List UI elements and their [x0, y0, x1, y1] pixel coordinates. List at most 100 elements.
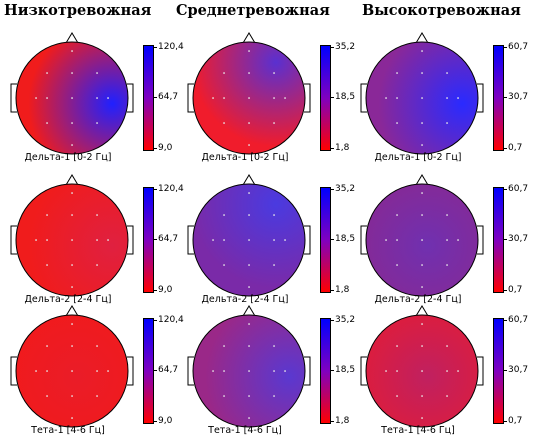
left-ear — [10, 83, 17, 113]
electrode-dot — [46, 214, 48, 216]
scale-label-mid: 64,7 — [158, 92, 179, 102]
scale-label-max: 35,2 — [335, 184, 356, 194]
scale-label-min: 0,7 — [508, 143, 523, 153]
electrode-dot — [385, 97, 387, 99]
electrode-dot — [71, 370, 73, 372]
left-ear — [360, 225, 367, 255]
electrode-dot — [248, 370, 250, 372]
electrode-dot — [71, 122, 73, 124]
scale-tick-mark — [504, 239, 507, 240]
electrode-dot — [446, 239, 448, 241]
electrode-dot — [248, 345, 250, 347]
band-label: Тета-1 [4-6 Гц] — [381, 425, 455, 436]
electrode-dot — [385, 370, 387, 372]
electrode-dot — [446, 214, 448, 216]
electrode-dot — [223, 214, 225, 216]
scale-tick-mark — [331, 47, 334, 48]
head-topomap — [10, 32, 134, 155]
electrode-dot — [96, 122, 98, 124]
electrode-dot — [223, 370, 225, 372]
nose — [415, 174, 429, 186]
electrode-dot — [71, 323, 73, 325]
topomap-panel: 60,7 30,7 0,7 Дельта-1 [0-2 Гц] — [350, 26, 530, 166]
nose — [415, 305, 429, 317]
electrode-dot — [223, 97, 225, 99]
electrode-dot — [71, 72, 73, 74]
scale-tick-mark — [331, 421, 334, 422]
electrode-dot — [396, 72, 398, 74]
band-label: Дельта-1 [0-2 Гц] — [201, 152, 289, 163]
electrode-dot — [248, 97, 250, 99]
electrode-dot — [284, 97, 286, 99]
color-scale-bar — [320, 187, 331, 293]
electrode-dot — [396, 264, 398, 266]
scale-tick-mark — [331, 97, 334, 98]
band-label: Дельта-2 [2-4 Гц] — [24, 294, 112, 305]
electrode-dot — [248, 395, 250, 397]
topomap-panel: 35,2 18,5 1,8 Дельта-1 [0-2 Гц] — [177, 26, 357, 166]
electrode-dot — [248, 72, 250, 74]
scale-tick-mark — [154, 97, 157, 98]
scale-tick-mark — [331, 290, 334, 291]
head-topomap — [360, 305, 484, 428]
scale-label-mid: 30,7 — [508, 92, 529, 102]
scale-tick-mark — [331, 148, 334, 149]
scale-label-min: 1,8 — [335, 416, 350, 426]
electrode-dot — [248, 214, 250, 216]
scale-label-min: 0,7 — [508, 285, 523, 295]
electrode-dot — [107, 97, 109, 99]
left-ear — [187, 356, 194, 386]
scale-tick-mark — [154, 290, 157, 291]
scale-tick-mark — [331, 370, 334, 371]
scale-tick-mark — [504, 290, 507, 291]
scale-tick-mark — [504, 97, 507, 98]
electrode-dot — [248, 264, 250, 266]
electrode-dot — [212, 97, 214, 99]
electrode-dot — [421, 345, 423, 347]
right-ear — [304, 83, 311, 113]
electrode-dot — [385, 239, 387, 241]
electrode-dot — [223, 345, 225, 347]
electrode-dot — [35, 370, 37, 372]
electrode-dot — [248, 323, 250, 325]
electrode-dot — [421, 72, 423, 74]
electrode-dot — [421, 122, 423, 124]
electrode-dot — [71, 286, 73, 288]
electrode-dot — [96, 395, 98, 397]
electrode-dot — [46, 122, 48, 124]
electrode-dot — [71, 264, 73, 266]
electrode-dot — [46, 97, 48, 99]
electrode-dot — [421, 239, 423, 241]
topomap-panel: 120,4 64,7 9,0 Дельта-1 [0-2 Гц] — [0, 26, 184, 166]
band-label: Дельта-2 [2-4 Гц] — [374, 294, 462, 305]
electrode-dot — [273, 395, 275, 397]
electrode-dot — [396, 345, 398, 347]
electrode-dot — [248, 122, 250, 124]
electrode-dot — [35, 97, 37, 99]
electrode-dot — [96, 214, 98, 216]
band-label: Тета-1 [4-6 Гц] — [31, 425, 105, 436]
electrode-dot — [223, 395, 225, 397]
electrode-dot — [71, 214, 73, 216]
nose — [242, 305, 256, 317]
electrode-dot — [223, 264, 225, 266]
electrode-dot — [446, 345, 448, 347]
topomap-panel: 35,2 18,5 1,8 Тета-1 [4-6 Гц] — [177, 299, 357, 439]
head-topomap — [187, 305, 311, 428]
left-ear — [360, 83, 367, 113]
scale-tick-mark — [331, 189, 334, 190]
topomap-panel: 120,4 64,7 9,0 Дельта-2 [2-4 Гц] — [0, 168, 184, 308]
electrode-dot — [457, 370, 459, 372]
electrode-dot — [273, 72, 275, 74]
scale-label-max: 60,7 — [508, 315, 529, 325]
electrode-dot — [46, 264, 48, 266]
electrode-dot — [71, 192, 73, 194]
color-scale-bar — [320, 318, 331, 424]
electrode-dot — [71, 345, 73, 347]
scale-label-min: 9,0 — [158, 143, 173, 153]
color-scale-bar — [143, 318, 154, 424]
electrode-dot — [421, 370, 423, 372]
right-ear — [127, 83, 134, 113]
electrode-dot — [35, 239, 37, 241]
electrode-dot — [223, 239, 225, 241]
